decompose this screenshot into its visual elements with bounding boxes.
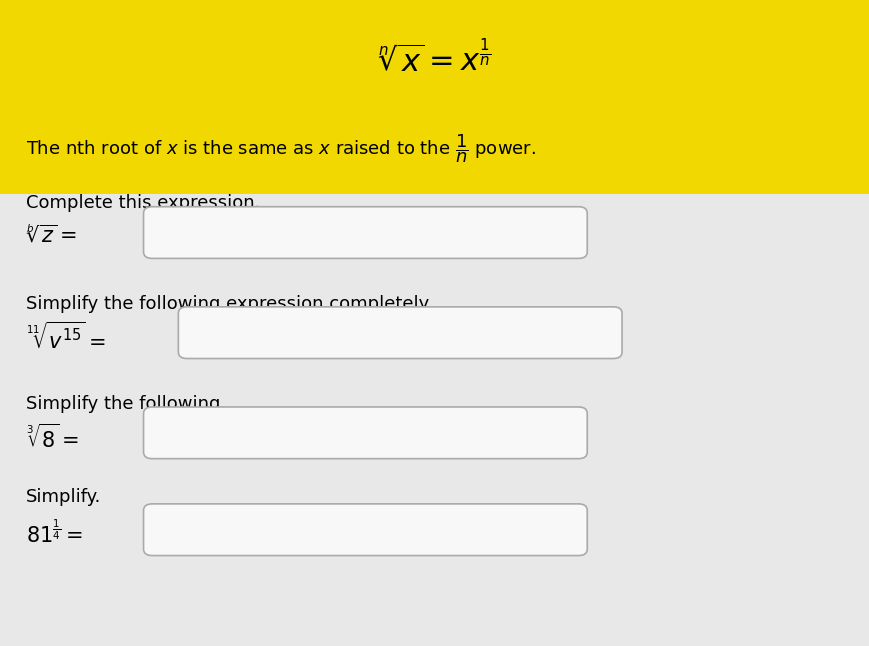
- FancyBboxPatch shape: [143, 207, 587, 258]
- Text: $\sqrt[b]{z}=$: $\sqrt[b]{z}=$: [26, 225, 76, 247]
- FancyBboxPatch shape: [178, 307, 621, 359]
- Text: Complete this expression.: Complete this expression.: [26, 194, 260, 213]
- Text: The nth root of $x$ is the same as $x$ raised to the $\dfrac{1}{n}$ power.: The nth root of $x$ is the same as $x$ r…: [26, 132, 535, 165]
- Text: $\sqrt[3]{8} =$: $\sqrt[3]{8} =$: [26, 423, 79, 452]
- Text: Simplify the following expression completely.: Simplify the following expression comple…: [26, 295, 432, 313]
- FancyBboxPatch shape: [143, 407, 587, 459]
- Text: $81^{\frac{1}{4}} =$: $81^{\frac{1}{4}} =$: [26, 519, 83, 547]
- Text: Simplify.: Simplify.: [26, 488, 102, 506]
- Text: Simplify the following.: Simplify the following.: [26, 395, 226, 413]
- Text: $\sqrt[11]{v^{15}} =$: $\sqrt[11]{v^{15}} =$: [26, 322, 105, 353]
- FancyBboxPatch shape: [143, 504, 587, 556]
- Text: $\sqrt[n]{x} = x^{\frac{1}{n}}$: $\sqrt[n]{x} = x^{\frac{1}{n}}$: [378, 39, 491, 78]
- FancyBboxPatch shape: [0, 0, 869, 194]
